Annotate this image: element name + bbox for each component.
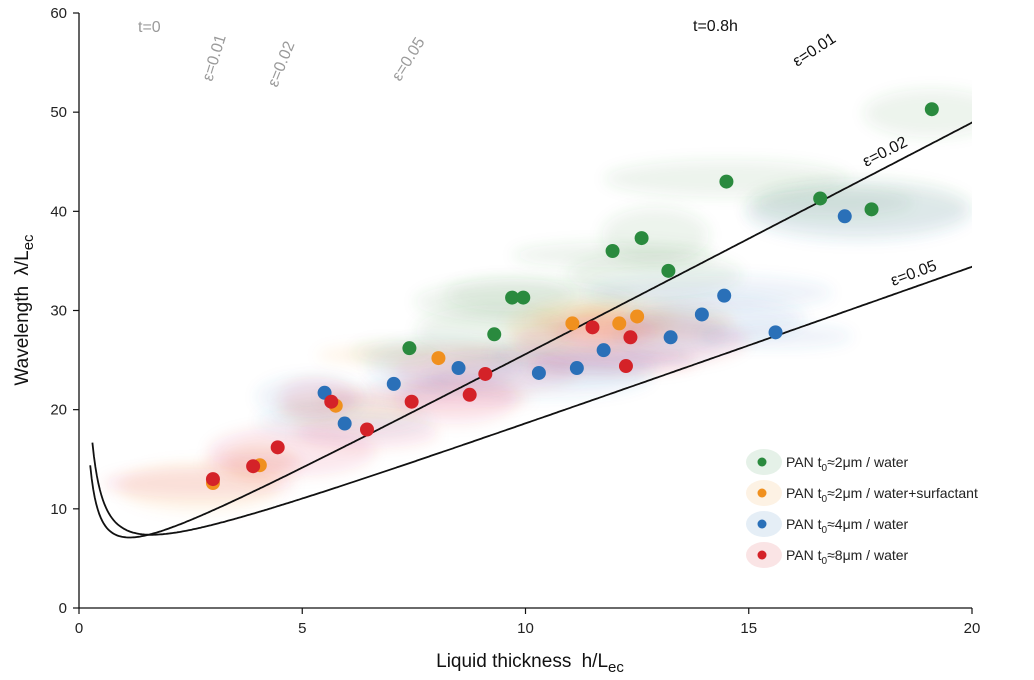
label-t08: t=0.8h — [693, 18, 738, 35]
point-red — [359, 422, 374, 437]
point-green — [864, 202, 879, 217]
y-tick-label: 20 — [50, 402, 67, 419]
legend-label-post: ≈8μm / water — [827, 547, 908, 563]
legend-label-post: ≈2μm / water+surfactant — [827, 485, 978, 501]
legend-label-sub: 0 — [822, 463, 828, 474]
y-tick-label: 50 — [50, 104, 67, 121]
y-axis-title-var: λ/L — [12, 250, 33, 275]
y-tick-label: 30 — [50, 303, 67, 320]
point-green — [402, 341, 417, 356]
point-green — [487, 327, 502, 342]
legend-label-pre: PAN t — [786, 516, 822, 532]
x-axis-title-var: h/L — [582, 651, 608, 672]
point-red — [618, 359, 633, 374]
point-red — [462, 387, 477, 402]
point-red — [270, 440, 285, 455]
point-red — [478, 366, 493, 381]
x-axis-title-main: Liquid thickness — [436, 651, 571, 672]
label-t0: t=0 — [138, 19, 161, 36]
uncertainty-ellipse — [601, 207, 710, 263]
label-t0-eps001: ε=0.01 — [200, 33, 230, 84]
point-orange — [565, 316, 580, 331]
y-axis-title: Wavelength λ/Lec — [12, 234, 37, 386]
y-tick-label: 10 — [50, 501, 67, 518]
legend-marker — [757, 550, 767, 560]
y-axis-title-main: Wavelength — [12, 286, 33, 386]
point-blue — [837, 209, 852, 224]
legend-label: PAN t0≈2μm / water — [786, 454, 909, 474]
legend-label-sub: 0 — [822, 494, 828, 505]
y-tick-label: 0 — [59, 600, 67, 617]
legend-label-sub: 0 — [822, 556, 828, 567]
y-axis-title-sub: ec — [20, 234, 37, 250]
legend-marker — [757, 488, 767, 498]
point-green — [661, 263, 676, 278]
legend-label: PAN t0≈2μm / water+surfactant — [786, 485, 978, 505]
point-blue — [694, 307, 709, 322]
point-red — [205, 472, 220, 487]
x-axis-title-sub: ec — [608, 659, 624, 676]
legend-label-pre: PAN t — [786, 547, 822, 563]
point-blue — [569, 361, 584, 376]
point-blue — [531, 365, 546, 380]
point-green — [505, 290, 520, 305]
label-t08-eps001: ε=0.01 — [790, 30, 839, 70]
point-blue — [663, 330, 678, 345]
x-tick-label: 20 — [964, 620, 981, 637]
point-red — [623, 330, 638, 345]
point-blue — [337, 416, 352, 431]
point-blue — [717, 288, 732, 303]
point-green — [813, 191, 828, 206]
point-orange — [431, 351, 446, 366]
point-blue — [451, 361, 466, 376]
legend-label-sub: 0 — [822, 525, 828, 536]
y-tick-label: 60 — [50, 5, 67, 22]
point-red — [324, 394, 339, 409]
x-tick-label: 5 — [298, 620, 306, 637]
legend-label-post: ≈2μm / water — [827, 454, 908, 470]
uncertainty-ellipse — [863, 89, 972, 138]
model-curves — [89, 121, 972, 539]
point-green — [634, 231, 649, 246]
legend-label-post: ≈4μm / water — [827, 516, 908, 532]
legend-label: PAN t0≈8μm / water — [786, 547, 909, 567]
point-red — [246, 459, 261, 474]
point-blue — [768, 325, 783, 340]
x-tick-label: 10 — [517, 620, 534, 637]
point-orange — [612, 316, 627, 331]
x-tick-label: 15 — [740, 620, 757, 637]
axis-ticks: 0 5 10 15 20 0 10 20 30 40 50 60 — [50, 5, 980, 637]
data-points — [205, 102, 939, 491]
point-green — [719, 174, 734, 189]
point-green — [924, 102, 939, 117]
y-tick-label: 40 — [50, 203, 67, 220]
legend-label-pre: PAN t — [786, 485, 822, 501]
legend-label: PAN t0≈4μm / water — [786, 516, 909, 536]
point-red — [404, 394, 419, 409]
point-green — [516, 290, 531, 305]
label-t0-eps005: ε=0.05 — [389, 35, 429, 84]
label-t08-eps005: ε=0.05 — [889, 257, 940, 289]
legend-marker — [757, 519, 767, 529]
point-blue — [596, 343, 611, 358]
legend-marker — [757, 457, 767, 467]
point-green — [605, 244, 620, 258]
x-axis-title: Liquid thickness h/Lec — [436, 651, 624, 676]
uncertainty-ellipse — [102, 468, 296, 498]
point-red — [585, 320, 600, 335]
uncertainty-ellipse — [588, 275, 832, 310]
point-orange — [630, 309, 645, 324]
legend-label-pre: PAN t — [786, 454, 822, 470]
point-blue — [386, 376, 401, 391]
label-t08-eps002: ε=0.02 — [860, 134, 910, 171]
label-t0-eps002: ε=0.02 — [265, 39, 299, 90]
curve-t08-eps005 — [91, 265, 972, 536]
x-tick-label: 0 — [75, 620, 83, 637]
uncertainty-ellipse — [747, 185, 971, 242]
curve-t08-eps002 — [89, 121, 972, 539]
